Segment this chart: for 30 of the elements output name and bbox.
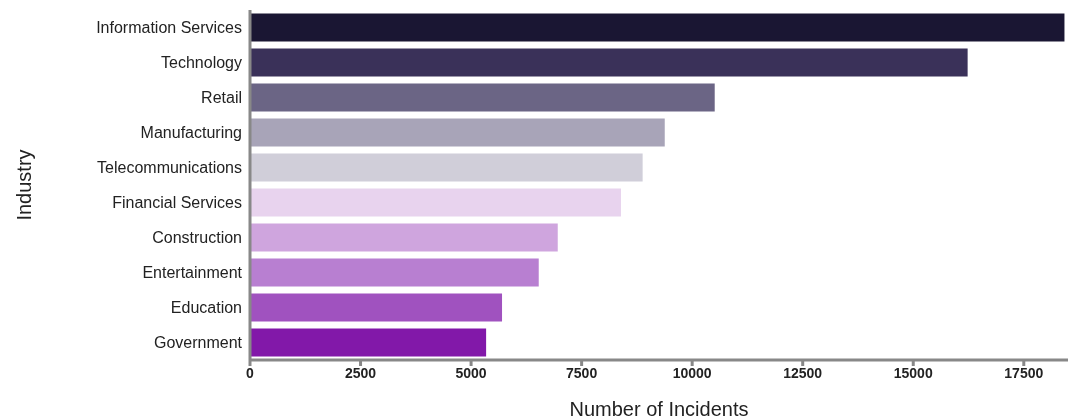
y-tick-label: Manufacturing xyxy=(140,124,242,142)
x-tick-label: 2500 xyxy=(344,364,377,381)
x-tick-label: 0 xyxy=(246,364,255,381)
x-tick-label: 10000 xyxy=(672,364,712,381)
x-tick-label: 15000 xyxy=(893,364,933,381)
bar xyxy=(250,118,665,147)
x-tick-label: 5000 xyxy=(455,364,487,381)
x-tick-label: 17500 xyxy=(1004,364,1044,381)
y-tick-label: Retail xyxy=(201,89,242,107)
x-axis-title: Number of Incidents xyxy=(569,398,749,416)
bar xyxy=(250,153,643,182)
y-tick-label: Education xyxy=(170,299,242,317)
bar xyxy=(250,258,539,287)
y-tick-label: Information Services xyxy=(96,19,242,37)
bar xyxy=(250,83,715,112)
y-tick-label: Financial Services xyxy=(112,194,242,212)
bar xyxy=(250,328,487,357)
x-tick-label: 12500 xyxy=(783,364,823,381)
bar xyxy=(250,13,1065,42)
bar xyxy=(250,48,968,77)
y-tick-label: Entertainment xyxy=(142,264,243,282)
y-tick-label: Government xyxy=(153,334,243,352)
y-tick-label: Construction xyxy=(152,229,242,247)
bar xyxy=(250,293,503,322)
bar xyxy=(250,188,621,217)
x-tick-label: 7500 xyxy=(566,364,598,381)
y-axis-title: Industry xyxy=(13,149,36,221)
bar xyxy=(250,223,558,252)
y-tick-label: Technology xyxy=(161,54,242,72)
y-tick-label: Telecommunications xyxy=(97,159,242,177)
